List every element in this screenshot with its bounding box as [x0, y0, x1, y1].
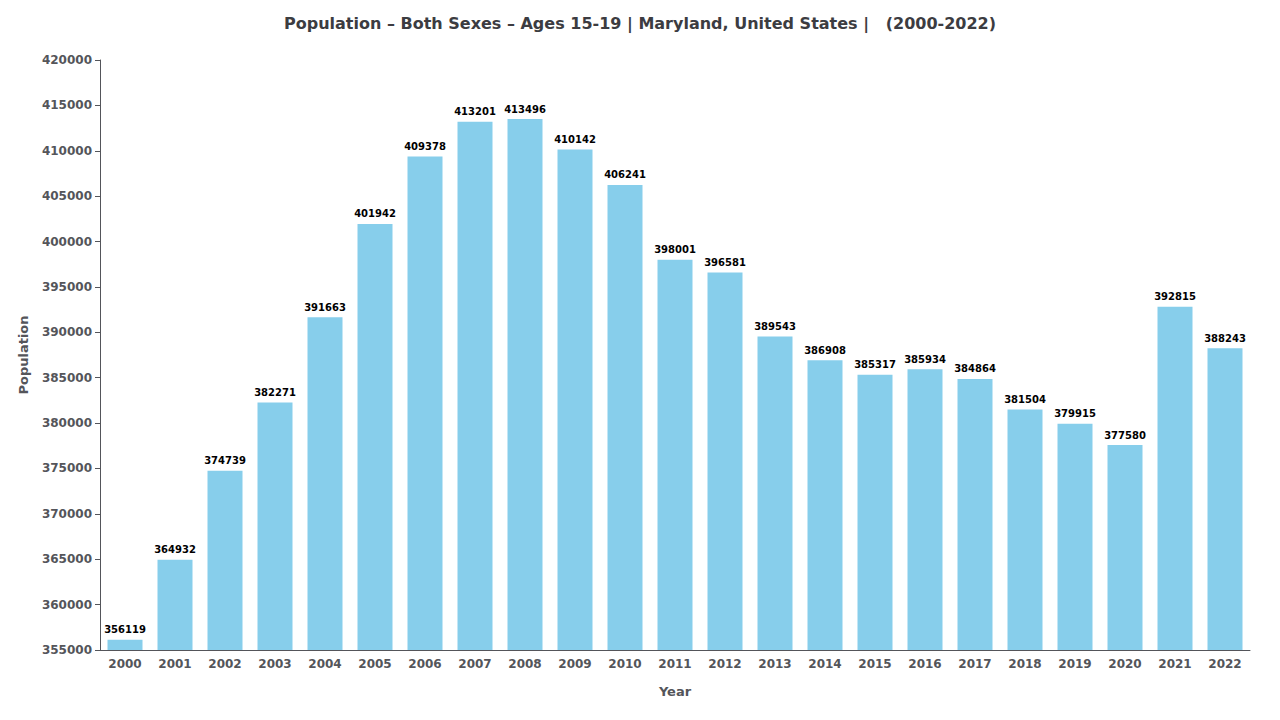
svg-text:2015: 2015: [858, 657, 891, 671]
svg-text:410000: 410000: [42, 144, 92, 158]
svg-text:375000: 375000: [42, 461, 92, 475]
svg-text:2017: 2017: [958, 657, 991, 671]
svg-text:2009: 2009: [558, 657, 591, 671]
svg-text:2011: 2011: [658, 657, 691, 671]
svg-text:2000: 2000: [108, 657, 141, 671]
svg-text:384864: 384864: [954, 363, 996, 374]
svg-text:400000: 400000: [42, 235, 92, 249]
svg-text:390000: 390000: [42, 325, 92, 339]
svg-text:374739: 374739: [204, 455, 246, 466]
svg-text:385000: 385000: [42, 371, 92, 385]
svg-text:398001: 398001: [654, 244, 696, 255]
svg-text:2016: 2016: [908, 657, 941, 671]
svg-text:379915: 379915: [1054, 408, 1096, 419]
svg-text:2012: 2012: [708, 657, 741, 671]
svg-text:2014: 2014: [808, 657, 841, 671]
svg-text:2002: 2002: [208, 657, 241, 671]
svg-text:2021: 2021: [1158, 657, 1191, 671]
svg-text:392815: 392815: [1154, 291, 1196, 302]
svg-text:365000: 365000: [42, 552, 92, 566]
svg-text:2001: 2001: [158, 657, 191, 671]
svg-text:409378: 409378: [404, 141, 446, 152]
svg-text:377580: 377580: [1104, 430, 1146, 441]
svg-text:2003: 2003: [258, 657, 291, 671]
svg-text:360000: 360000: [42, 598, 92, 612]
svg-text:385317: 385317: [854, 359, 896, 370]
svg-text:381504: 381504: [1004, 394, 1046, 405]
svg-text:2004: 2004: [308, 657, 341, 671]
svg-text:413201: 413201: [454, 106, 496, 117]
svg-text:370000: 370000: [42, 507, 92, 521]
svg-text:396581: 396581: [704, 257, 746, 268]
svg-text:401942: 401942: [354, 208, 396, 219]
svg-text:420000: 420000: [42, 53, 92, 67]
svg-text:Year: Year: [658, 684, 692, 699]
svg-text:364932: 364932: [154, 544, 196, 555]
svg-text:380000: 380000: [42, 416, 92, 430]
svg-text:Population: Population: [16, 315, 31, 394]
svg-text:2022: 2022: [1208, 657, 1241, 671]
svg-text:2019: 2019: [1058, 657, 1091, 671]
svg-text:385934: 385934: [904, 354, 946, 365]
svg-text:2008: 2008: [508, 657, 541, 671]
svg-text:Population – Both Sexes – Ages: Population – Both Sexes – Ages 15-19 | M…: [284, 14, 996, 34]
svg-text:410142: 410142: [554, 134, 596, 145]
svg-text:406241: 406241: [604, 169, 646, 180]
svg-text:2010: 2010: [608, 657, 641, 671]
svg-text:386908: 386908: [804, 345, 846, 356]
svg-text:395000: 395000: [42, 280, 92, 294]
svg-text:2013: 2013: [758, 657, 791, 671]
svg-text:389543: 389543: [754, 321, 796, 332]
svg-text:413496: 413496: [504, 104, 546, 115]
svg-text:2007: 2007: [458, 657, 491, 671]
svg-text:2018: 2018: [1008, 657, 1041, 671]
svg-text:388243: 388243: [1204, 333, 1246, 344]
svg-text:405000: 405000: [42, 189, 92, 203]
svg-text:2006: 2006: [408, 657, 441, 671]
svg-text:356119: 356119: [104, 624, 146, 635]
svg-text:2005: 2005: [358, 657, 391, 671]
svg-text:415000: 415000: [42, 98, 92, 112]
svg-text:391663: 391663: [304, 302, 346, 313]
svg-text:355000: 355000: [42, 643, 92, 657]
svg-text:2020: 2020: [1108, 657, 1141, 671]
svg-text:382271: 382271: [254, 387, 296, 398]
